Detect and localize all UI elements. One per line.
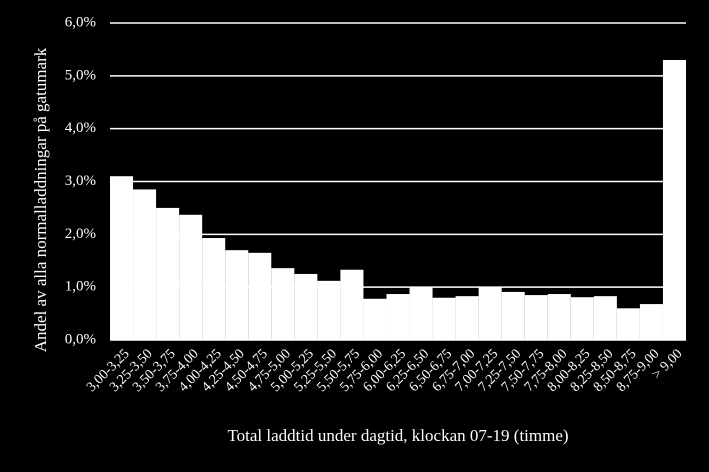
- y-tick-label: 2,0%: [65, 226, 96, 242]
- bar: [524, 295, 548, 340]
- bar: [639, 304, 663, 340]
- bar: [386, 294, 410, 340]
- bar: [593, 296, 617, 340]
- y-tick-label: 0,0%: [65, 331, 96, 347]
- bar: [570, 297, 594, 340]
- bar: [317, 280, 341, 340]
- y-tick-label: 6,0%: [65, 14, 96, 30]
- bar: [156, 207, 180, 340]
- y-tick-label: 4,0%: [65, 120, 96, 136]
- bar: [202, 238, 226, 340]
- bar: [409, 287, 433, 340]
- bar: [294, 273, 318, 340]
- y-tick-label: 5,0%: [65, 67, 96, 83]
- bar: [501, 291, 525, 340]
- bar: [547, 294, 571, 340]
- bar: [363, 298, 387, 340]
- y-tick-label: 3,0%: [65, 173, 96, 189]
- bar: [133, 189, 157, 340]
- bar: [179, 214, 203, 340]
- bar: [110, 176, 134, 340]
- x-axis-label: Total laddtid under dagtid, klockan 07-1…: [227, 426, 568, 445]
- bar: [478, 287, 502, 340]
- bar: [271, 268, 295, 340]
- y-axis-label: Andel av alla normalladdningar på gatuma…: [31, 47, 50, 352]
- bar: [662, 59, 686, 340]
- y-tick-label: 1,0%: [65, 279, 96, 295]
- bar: [616, 308, 640, 340]
- bar: [432, 297, 456, 340]
- bar: [340, 269, 364, 340]
- bar: [225, 250, 249, 340]
- bar: [455, 296, 479, 340]
- bar: [248, 252, 272, 340]
